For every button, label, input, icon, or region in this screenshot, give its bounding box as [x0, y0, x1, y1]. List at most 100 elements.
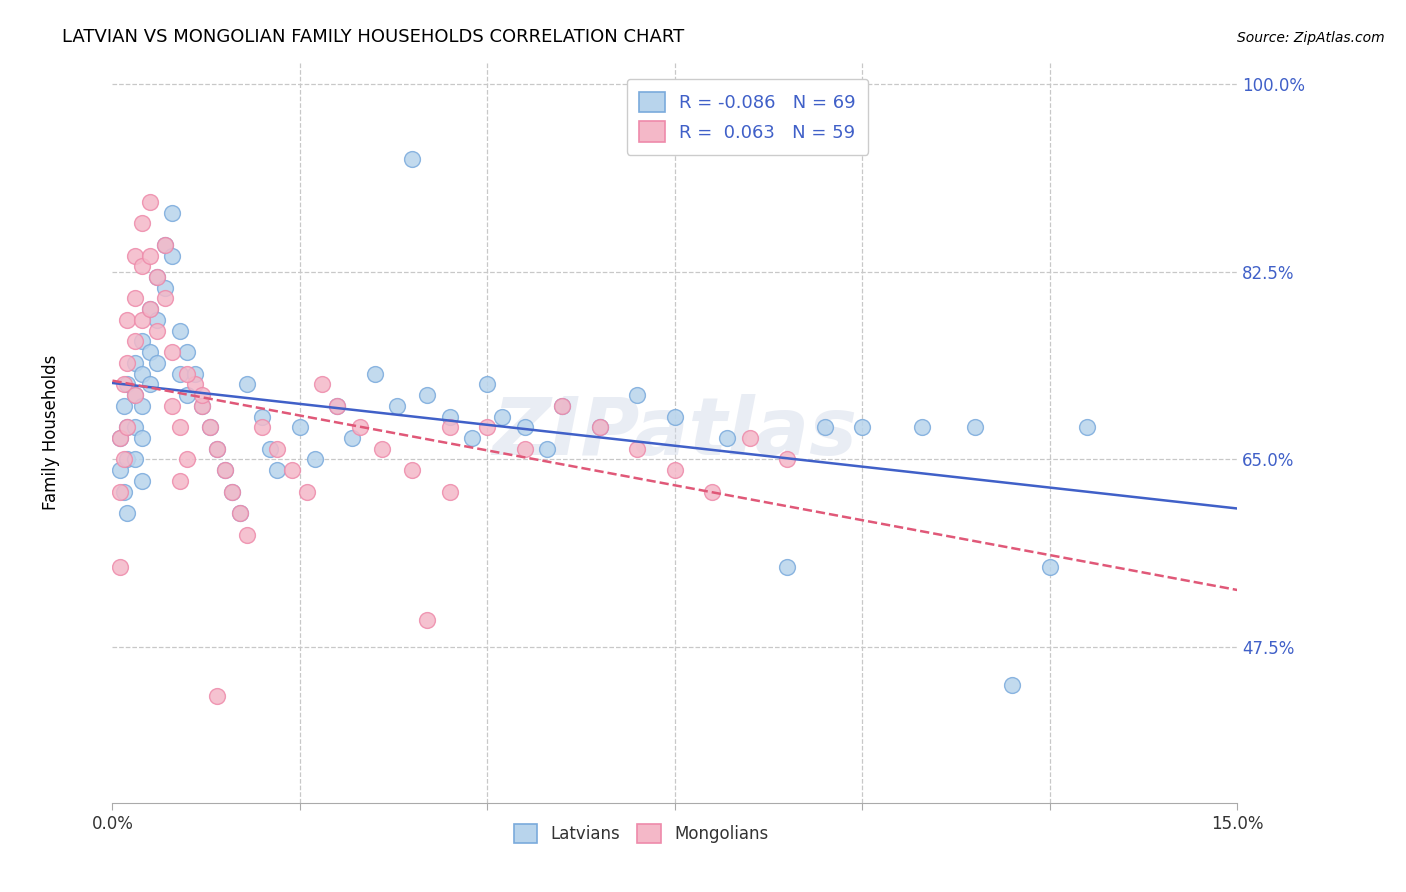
Point [139, 302, 162, 317]
Point [124, 388, 146, 402]
Point [326, 399, 349, 413]
Point [176, 452, 198, 467]
Point [131, 313, 153, 327]
Point [146, 324, 169, 338]
Point [491, 409, 513, 424]
Point [776, 559, 799, 574]
Point [776, 452, 799, 467]
Point [124, 452, 146, 467]
Point [112, 452, 135, 467]
Point [153, 292, 176, 306]
Point [1076, 420, 1098, 434]
Point [387, 399, 409, 413]
Point [401, 152, 423, 166]
Point [266, 442, 288, 456]
Point [702, 484, 724, 499]
Point [416, 614, 439, 628]
Point [342, 431, 364, 445]
Point [236, 527, 259, 541]
Point [117, 420, 139, 434]
Point [551, 399, 574, 413]
Point [439, 420, 461, 434]
Point [112, 399, 135, 413]
Point [664, 463, 686, 477]
Point [198, 420, 221, 434]
Point [664, 409, 686, 424]
Point [176, 345, 198, 359]
Point [911, 420, 934, 434]
Point [162, 345, 184, 359]
Point [153, 281, 176, 295]
Point [589, 420, 612, 434]
Point [184, 367, 207, 381]
Point [169, 420, 191, 434]
Point [146, 270, 169, 285]
Text: Source: ZipAtlas.com: Source: ZipAtlas.com [1237, 31, 1385, 45]
Point [229, 506, 252, 520]
Point [551, 399, 574, 413]
Point [108, 484, 131, 499]
Point [252, 420, 274, 434]
Point [626, 442, 648, 456]
Point [124, 356, 146, 370]
Point [236, 377, 259, 392]
Point [117, 313, 139, 327]
Point [153, 237, 176, 252]
Point [513, 442, 536, 456]
Point [439, 409, 461, 424]
Point [117, 420, 139, 434]
Point [477, 377, 499, 392]
Point [439, 484, 461, 499]
Point [221, 484, 243, 499]
Point [207, 442, 229, 456]
Point [198, 420, 221, 434]
Point [207, 442, 229, 456]
Point [139, 249, 162, 263]
Point [349, 420, 371, 434]
Point [124, 420, 146, 434]
Text: LATVIAN VS MONGOLIAN FAMILY HOUSEHOLDS CORRELATION CHART: LATVIAN VS MONGOLIAN FAMILY HOUSEHOLDS C… [62, 28, 685, 45]
Point [477, 420, 499, 434]
Point [124, 334, 146, 349]
Point [112, 484, 135, 499]
Point [288, 420, 311, 434]
Point [191, 399, 214, 413]
Point [259, 442, 281, 456]
Point [626, 388, 648, 402]
Point [139, 194, 162, 209]
Point [169, 367, 191, 381]
Point [1039, 559, 1062, 574]
Point [191, 388, 214, 402]
Point [1001, 678, 1024, 692]
Point [401, 463, 423, 477]
Point [139, 345, 162, 359]
Point [131, 474, 153, 488]
Point [146, 313, 169, 327]
Point [252, 409, 274, 424]
Text: ZIPatlas: ZIPatlas [492, 393, 858, 472]
Point [214, 463, 236, 477]
Point [117, 377, 139, 392]
Point [364, 367, 387, 381]
Point [139, 377, 162, 392]
Point [311, 377, 333, 392]
Point [176, 367, 198, 381]
Point [146, 270, 169, 285]
Point [108, 559, 131, 574]
Point [108, 431, 131, 445]
Point [131, 431, 153, 445]
Point [108, 431, 131, 445]
Point [461, 431, 484, 445]
Point [146, 356, 169, 370]
Point [108, 463, 131, 477]
Point [229, 506, 252, 520]
Point [117, 506, 139, 520]
Point [221, 484, 243, 499]
Point [131, 216, 153, 230]
Point [169, 324, 191, 338]
Point [162, 399, 184, 413]
Point [851, 420, 873, 434]
Point [589, 420, 612, 434]
Point [176, 388, 198, 402]
Point [536, 442, 558, 456]
